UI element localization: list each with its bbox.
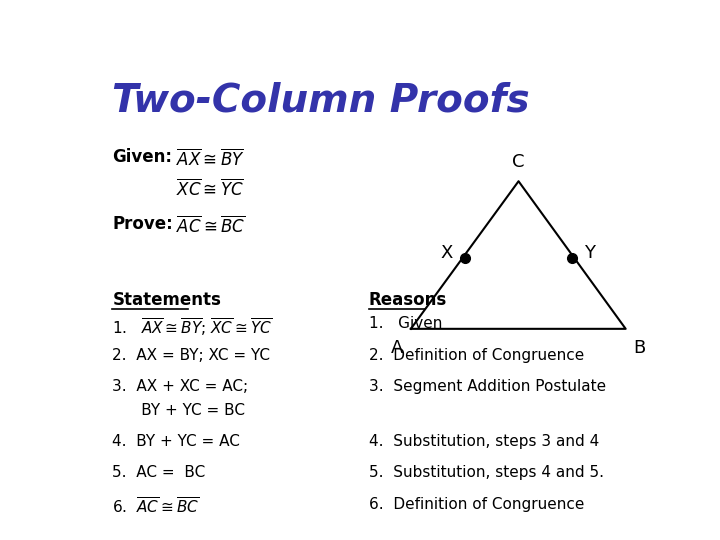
- Text: 2.  Definition of Congruence: 2. Definition of Congruence: [369, 348, 584, 362]
- Text: Y: Y: [585, 244, 595, 262]
- Text: 3.  Segment Addition Postulate: 3. Segment Addition Postulate: [369, 379, 606, 394]
- Text: C: C: [513, 153, 525, 171]
- Text: Given:: Given:: [112, 148, 172, 166]
- Text: 5.  AC =  BC: 5. AC = BC: [112, 465, 206, 481]
- Text: 3.  AX + XC = AC;: 3. AX + XC = AC;: [112, 379, 248, 394]
- Text: X: X: [441, 244, 453, 262]
- Text: 4.  Substitution, steps 3 and 4: 4. Substitution, steps 3 and 4: [369, 434, 599, 449]
- Text: Two-Column Proofs: Two-Column Proofs: [112, 82, 530, 119]
- Text: Prove:: Prove:: [112, 215, 173, 233]
- Text: A: A: [391, 339, 403, 357]
- Text: BY + YC = BC: BY + YC = BC: [112, 403, 246, 418]
- Text: $\overline{AC} \cong \overline{BC}$: $\overline{AC} \cong \overline{BC}$: [176, 215, 246, 237]
- Text: $\overline{XC} \cong \overline{YC}$: $\overline{XC} \cong \overline{YC}$: [176, 178, 244, 199]
- Text: 2.  AX = BY; XC = YC: 2. AX = BY; XC = YC: [112, 348, 270, 362]
- Text: 1.   Given: 1. Given: [369, 316, 442, 332]
- Text: 5.  Substitution, steps 4 and 5.: 5. Substitution, steps 4 and 5.: [369, 465, 604, 481]
- Text: 6.  $\overline{AC} \cong \overline{BC}$: 6. $\overline{AC} \cong \overline{BC}$: [112, 497, 199, 517]
- Text: 1.   $\overline{AX} \cong \overline{BY}$; $\overline{XC} \cong \overline{YC}$: 1. $\overline{AX} \cong \overline{BY}$; …: [112, 316, 273, 338]
- Text: Statements: Statements: [112, 292, 221, 309]
- Text: B: B: [634, 339, 646, 357]
- Text: 4.  BY + YC = AC: 4. BY + YC = AC: [112, 434, 240, 449]
- Text: 6.  Definition of Congruence: 6. Definition of Congruence: [369, 497, 585, 511]
- Text: $\overline{AX} \cong \overline{BY}$: $\overline{AX} \cong \overline{BY}$: [176, 148, 246, 169]
- Text: Reasons: Reasons: [369, 292, 447, 309]
